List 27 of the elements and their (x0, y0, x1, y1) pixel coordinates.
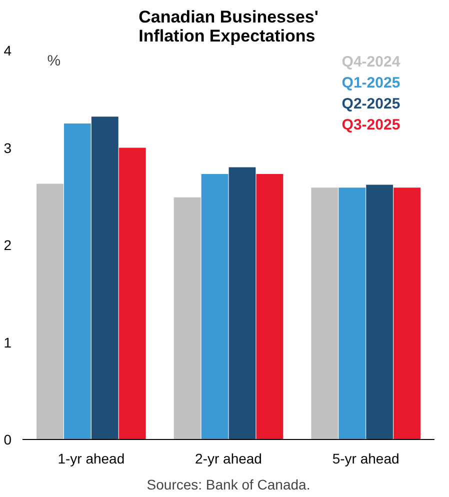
bar (256, 174, 284, 440)
bar (394, 188, 420, 440)
text: Q3-2025 (342, 116, 400, 134)
text: Q2-2025 (342, 96, 400, 112)
bar (311, 188, 338, 440)
text: Q4-2024 (342, 54, 401, 70)
source-note: Sources: Bank of Canada. (146, 476, 310, 492)
bar (91, 116, 118, 440)
bar (201, 174, 228, 440)
y-tick-label: 1 (4, 334, 12, 350)
y-tick-label: 3 (4, 140, 12, 156)
bar (36, 184, 64, 440)
x-tick-label: 5-yr ahead (332, 450, 400, 466)
bar (64, 123, 91, 440)
text: Q1-2025 (342, 74, 400, 92)
bar (228, 167, 256, 440)
y-tick-label: 0 (4, 432, 12, 448)
bar (118, 148, 146, 440)
bar (174, 197, 201, 440)
y-tick-label: 2 (4, 237, 12, 253)
y-axis-title: % (47, 52, 61, 70)
y-tick-label: 4 (4, 42, 12, 58)
bar (338, 188, 366, 440)
x-tick-label: 2-yr ahead (195, 450, 262, 466)
x-tick-label: 1-yr ahead (58, 450, 125, 466)
bar (366, 184, 394, 440)
chart-title: Canadian Businesses' Inflation Expectations (138, 8, 318, 46)
